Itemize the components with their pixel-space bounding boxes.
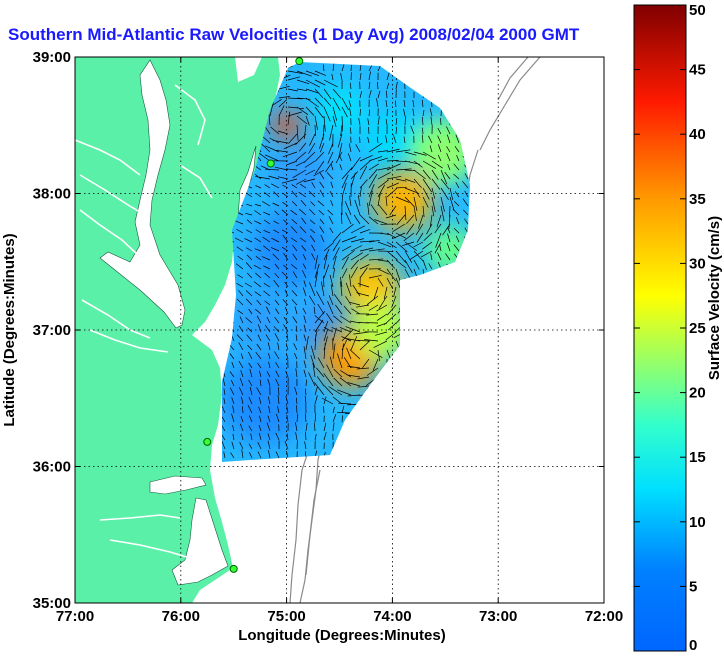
- radar-sites: [203, 57, 304, 573]
- y-tick-label: 39:00: [33, 49, 71, 66]
- radar-site-marker: [266, 159, 275, 168]
- y-tick-label: 35:00: [33, 595, 71, 612]
- colorbar-tick-label: 50: [689, 2, 706, 19]
- colorbar-ticks: 0 5 10 15 20 25 30 35 40 45 50: [634, 2, 706, 654]
- y-tick-label: 37:00: [33, 322, 71, 339]
- y-axis-ticks: 35:00 36:00 37:00 38:00 39:00: [33, 49, 604, 612]
- delaware-bay: [235, 57, 262, 82]
- x-tick-label: 76:00: [162, 608, 200, 625]
- albemarle-sound: [149, 475, 207, 495]
- x-tick-label: 75:00: [267, 608, 305, 625]
- rivers: [75, 84, 213, 559]
- colorbar-tick-label: 35: [689, 191, 706, 208]
- radar-site-marker: [229, 564, 238, 573]
- colorbar-tick-label: 20: [689, 385, 706, 402]
- radar-site-marker: [295, 57, 304, 66]
- colorbar-tick-label: 25: [689, 320, 706, 337]
- y-axis-label: Latitude (Degrees:Minutes): [1, 233, 18, 426]
- colorbar-tick-label: 30: [689, 255, 706, 272]
- chesapeake-bay: [99, 59, 186, 329]
- y-tick-label: 38:00: [33, 186, 71, 203]
- x-axis-label: Longitude (Degrees:Minutes): [238, 627, 446, 644]
- colorbar: [633, 4, 687, 652]
- x-axis-ticks: 77:00 76:00 75:00 74:00 73:00 72:00: [56, 57, 623, 625]
- radar-site-marker: [203, 437, 212, 446]
- speed-hotspot: [372, 170, 433, 231]
- pamlico-sound: [171, 497, 229, 586]
- colorbar-tick-label: 0: [689, 637, 697, 654]
- colorbar-tick-label: 15: [689, 449, 706, 466]
- x-tick-label: 72:00: [585, 608, 623, 625]
- y-tick-label: 36:00: [33, 459, 71, 476]
- x-tick-label: 74:00: [373, 608, 411, 625]
- colorbar-tick-label: 10: [689, 514, 706, 531]
- grid-lines: [75, 57, 604, 603]
- colorbar-label: Surface Velocity (cm/s): [706, 216, 723, 380]
- map-title: Southern Mid-Atlantic Raw Velocities (1 …: [8, 25, 580, 44]
- colorbar-tick-label: 40: [689, 126, 706, 143]
- x-tick-label: 73:00: [479, 608, 517, 625]
- x-tick-label: 77:00: [56, 608, 94, 625]
- colorbar-tick-label: 5: [689, 578, 697, 595]
- colorbar-tick-label: 45: [689, 62, 706, 79]
